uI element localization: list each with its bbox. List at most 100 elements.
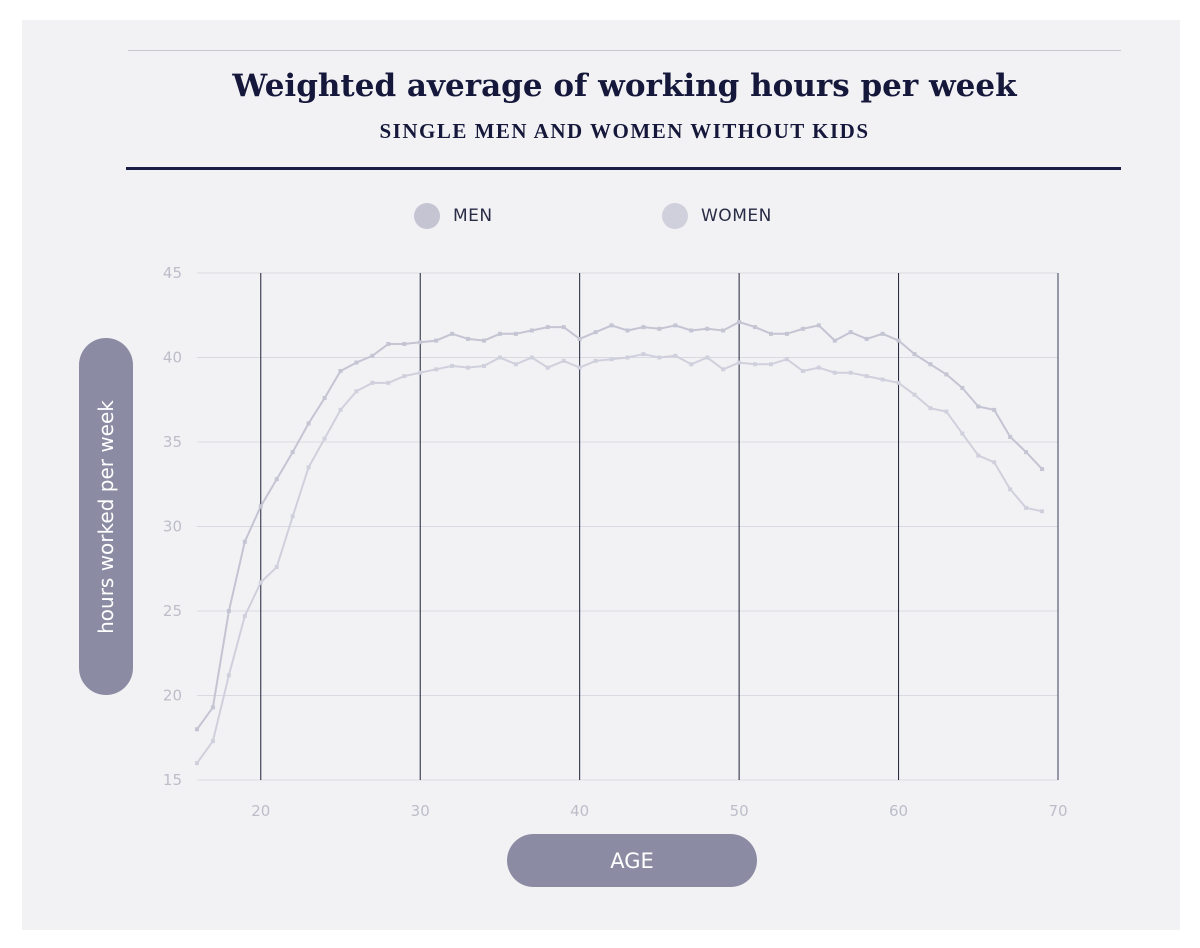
data-point-women (370, 380, 375, 385)
data-point-women (609, 357, 614, 362)
data-point-men (210, 705, 215, 710)
data-point-women (545, 365, 550, 370)
data-point-women (513, 362, 518, 367)
data-point-women (976, 453, 981, 458)
data-point-women (928, 406, 933, 411)
data-point-women (482, 363, 486, 368)
data-point-men (306, 421, 311, 426)
data-point-women (960, 431, 965, 436)
data-point-men (386, 341, 391, 346)
top-divider (128, 50, 1121, 51)
data-point-men (338, 369, 343, 374)
data-point-men (657, 326, 662, 331)
data-point-men (864, 336, 869, 341)
data-point-women (944, 409, 949, 414)
data-point-men (896, 338, 901, 343)
data-point-men (545, 325, 550, 330)
legend-item-women: WOMEN (662, 202, 772, 230)
data-point-women (402, 374, 407, 379)
data-point-women (1008, 487, 1013, 492)
data-point-women (418, 370, 423, 375)
data-point-women (529, 355, 534, 360)
chart-panel (22, 20, 1180, 930)
data-point-men (1008, 434, 1013, 439)
data-point-women (880, 377, 885, 382)
data-point-women (737, 360, 742, 365)
y-tick-label: 45 (163, 264, 182, 282)
data-point-men (928, 362, 933, 367)
legend-label-men: MEN (453, 206, 493, 226)
data-point-women (274, 565, 279, 570)
data-point-women (625, 355, 630, 360)
data-point-men (290, 450, 295, 455)
legend-swatch-men (414, 203, 440, 229)
data-point-women (210, 739, 215, 744)
data-point-men (418, 340, 423, 345)
data-point-men (497, 331, 502, 336)
x-tick-label: 40 (570, 802, 589, 820)
data-point-women (258, 580, 263, 585)
data-point-women (800, 369, 805, 374)
data-point-men (769, 331, 773, 336)
data-point-men (705, 326, 710, 331)
data-point-women (689, 362, 694, 367)
data-point-men (258, 504, 263, 509)
data-point-men (912, 352, 917, 357)
data-point-women (338, 407, 343, 412)
data-point-women (769, 362, 773, 367)
data-point-men (737, 320, 742, 325)
data-point-men (450, 331, 455, 336)
data-point-women (354, 389, 359, 394)
data-point-women (1040, 509, 1045, 514)
data-point-men (322, 396, 327, 401)
data-point-men (976, 404, 981, 409)
y-tick-label: 35 (163, 433, 182, 451)
data-point-men (1024, 450, 1029, 455)
data-point-men (960, 385, 965, 390)
data-point-women (896, 380, 901, 385)
data-point-women (593, 358, 598, 363)
data-point-men (880, 331, 885, 336)
chart-subtitle: SINGLE MEN AND WOMEN WITHOUT KIDS (379, 119, 870, 143)
chart-title: Weighted average of working hours per we… (232, 68, 1017, 104)
data-point-women (721, 367, 726, 372)
data-point-men (753, 325, 758, 330)
data-point-women (466, 365, 471, 370)
x-tick-label: 30 (411, 802, 430, 820)
data-point-women (195, 761, 199, 766)
data-point-women (306, 465, 311, 470)
x-tick-label: 60 (889, 802, 908, 820)
data-point-women (848, 370, 853, 375)
data-point-men (577, 336, 582, 341)
title-underline (126, 167, 1121, 170)
data-point-men (274, 477, 279, 482)
data-point-men (800, 326, 805, 331)
data-point-women (641, 352, 646, 357)
data-point-men (529, 328, 534, 333)
data-point-women (864, 374, 869, 379)
x-tick-label: 20 (251, 802, 270, 820)
data-point-women (242, 614, 247, 619)
data-point-women (705, 355, 710, 360)
series-line-women (196, 353, 1043, 764)
data-point-men (721, 328, 726, 333)
data-point-men (689, 328, 694, 333)
data-point-men (466, 336, 471, 341)
data-point-women (450, 363, 455, 368)
data-point-men (816, 323, 821, 328)
data-point-women (434, 367, 439, 372)
data-point-women (1024, 505, 1029, 510)
data-point-women (673, 353, 678, 358)
y-tick-label: 15 (163, 771, 182, 789)
y-tick-label: 25 (163, 602, 182, 620)
data-point-men (784, 331, 789, 336)
data-point-women (657, 355, 662, 360)
data-point-men (609, 323, 614, 328)
y-tick-label: 20 (163, 687, 182, 705)
data-point-men (370, 353, 375, 358)
legend-swatch-women (662, 203, 688, 229)
data-point-men (226, 609, 231, 613)
data-point-men (402, 341, 407, 346)
data-point-women (912, 392, 917, 397)
data-point-women (226, 673, 231, 678)
